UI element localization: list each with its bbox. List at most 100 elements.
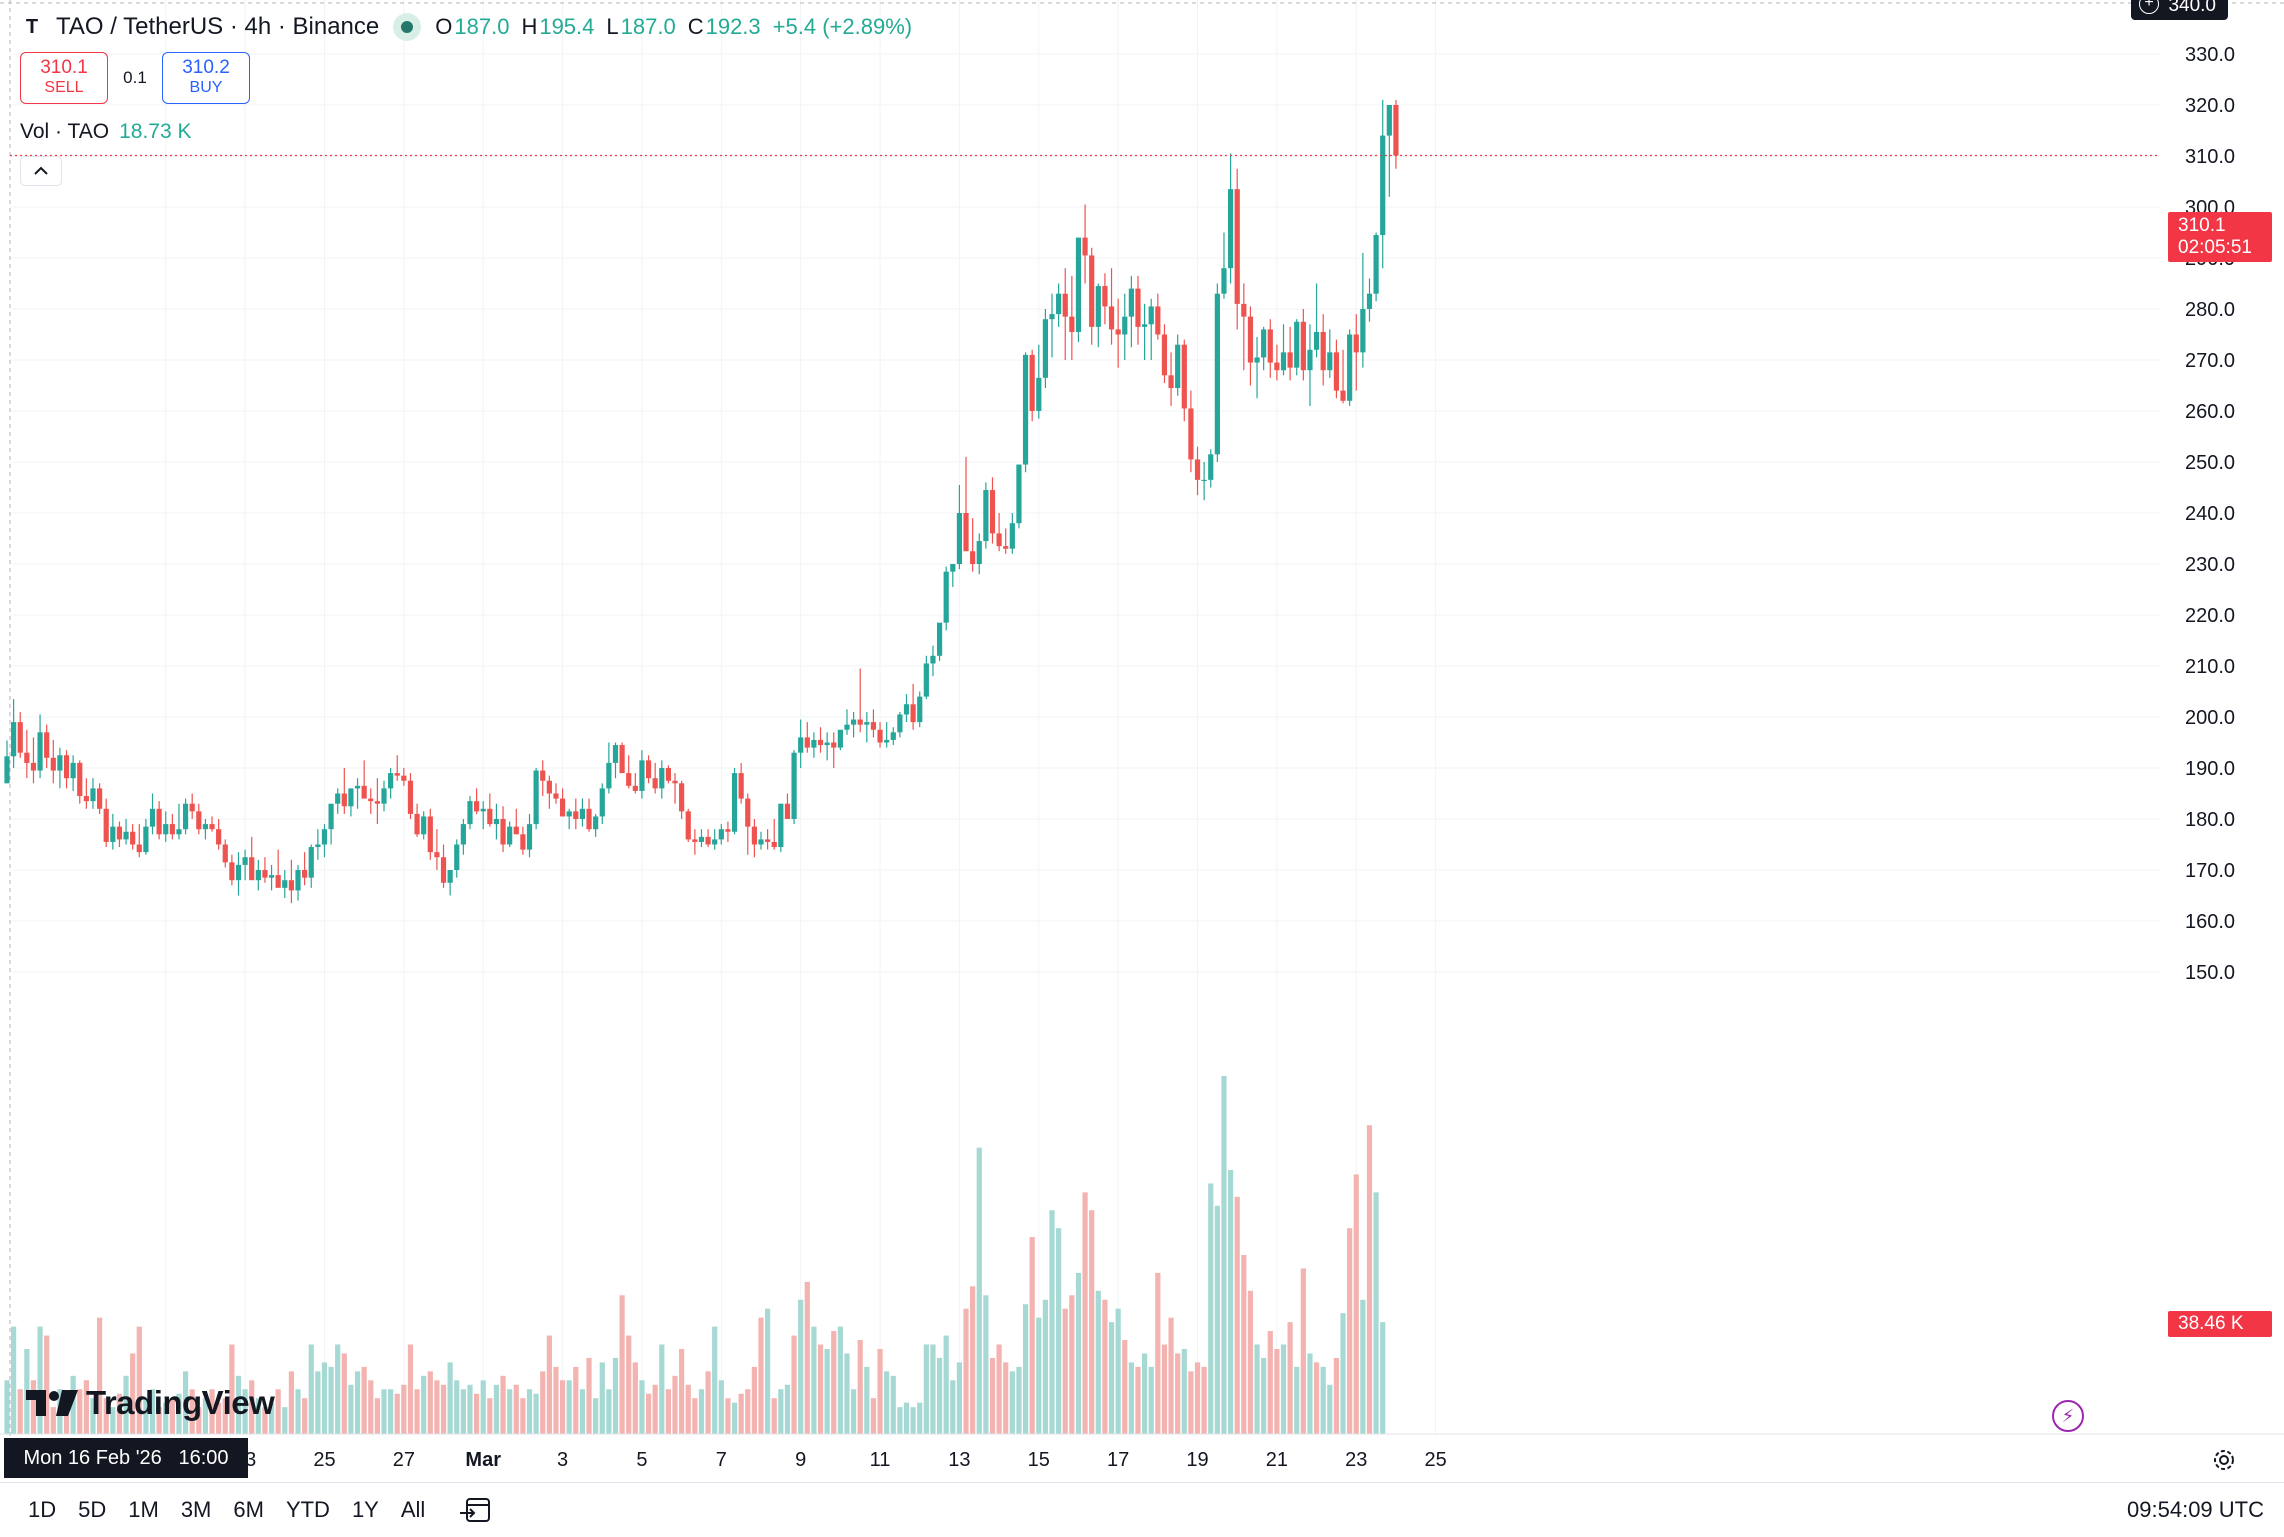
candle-body (513, 826, 519, 835)
volume-bar (1333, 1357, 1340, 1434)
volume-bar (1009, 1371, 1015, 1434)
volume-bar (50, 1407, 56, 1434)
settings-gear-icon[interactable] (2210, 1446, 2238, 1474)
volume-bar (573, 1366, 579, 1434)
candle-body (1115, 329, 1121, 335)
volume-bar (255, 1398, 261, 1434)
candle-body (156, 808, 162, 835)
candle-body (189, 803, 195, 812)
range-6m[interactable]: 6M (233, 1497, 264, 1522)
volume-bar (718, 1380, 724, 1434)
price-tick-label: 150.0 (2185, 962, 2235, 984)
volume-bar (811, 1326, 817, 1434)
candle-body (1188, 408, 1194, 460)
time-tick-label: Mar (465, 1449, 501, 1471)
volume-bar (1115, 1308, 1121, 1434)
candle-body (222, 844, 228, 863)
open-value: 187.0 (454, 14, 510, 39)
volume-bar (1327, 1384, 1333, 1434)
candle-body (1049, 314, 1055, 320)
candle-body (321, 829, 328, 845)
range-5d[interactable]: 5D (78, 1497, 107, 1522)
high-label: H (521, 14, 538, 39)
lightning-icon[interactable]: ⚡ (2052, 1400, 2084, 1432)
candle-body (1161, 334, 1168, 376)
volume-bar (1056, 1228, 1062, 1434)
volume-bar (348, 1384, 354, 1434)
market-status-icon[interactable] (393, 13, 422, 41)
candle-body (943, 571, 949, 623)
volume-bar (110, 1407, 116, 1434)
price-tick-label: 250.0 (2185, 452, 2235, 474)
trade-panel: 310.1 SELL 0.1 310.2 BUY (20, 52, 250, 104)
range-ytd[interactable]: YTD (285, 1497, 330, 1522)
volume-bar (77, 1389, 83, 1434)
volume-bar (1274, 1348, 1280, 1434)
candle-body (1227, 189, 1234, 269)
add-plus-icon[interactable]: + (2139, 0, 2159, 14)
volume-bar (493, 1384, 500, 1434)
candle-body (1294, 321, 1300, 368)
candle-body (288, 880, 295, 891)
range-3m[interactable]: 3M (180, 1497, 212, 1522)
volume-bar (1208, 1183, 1214, 1434)
candle-body (328, 803, 334, 830)
tradingview-logo[interactable]: TradingView (24, 1384, 275, 1422)
utc-clock[interactable]: 09:54:09 UTC (2127, 1497, 2264, 1522)
volume-bar (103, 1398, 109, 1434)
volume-bar (1029, 1237, 1035, 1434)
sell-button[interactable]: 310.1 SELL (20, 52, 108, 104)
volume-bar (983, 1295, 989, 1434)
volume-bar (910, 1407, 916, 1434)
symbol-title[interactable]: TAO / TetherUS · 4h · Binance (56, 13, 380, 40)
volume-bar (1122, 1340, 1128, 1434)
volume-bar (659, 1344, 665, 1434)
candle-body (90, 788, 96, 802)
candle-body (1168, 375, 1174, 389)
collapse-chevron-icon (34, 166, 48, 175)
price-tick-label: 160.0 (2185, 911, 2235, 933)
candle-body (44, 732, 50, 758)
volume-bar (930, 1344, 936, 1434)
volume-bar (685, 1384, 691, 1434)
range-1y[interactable]: 1Y (351, 1497, 379, 1522)
buy-button[interactable]: 310.2 BUY (162, 52, 250, 104)
volume-bar (163, 1402, 169, 1434)
volume-legend[interactable]: Vol · TAO 18.73 K (20, 120, 192, 144)
volume-bar (11, 1326, 17, 1434)
candle-body (923, 663, 929, 697)
volume-bar (328, 1366, 334, 1434)
volume-bar (1247, 1290, 1254, 1434)
volume-bar (262, 1407, 268, 1434)
top-price-tag[interactable]: + 340.0 (2131, 0, 2228, 20)
volume-bar (1188, 1371, 1194, 1434)
volume-bar (361, 1366, 367, 1434)
candle-body (1393, 105, 1399, 156)
candle-body (1287, 352, 1293, 368)
candle-body (917, 696, 923, 723)
candle-body (1095, 286, 1101, 327)
goto-date-icon[interactable] (458, 1495, 492, 1525)
volume-bar (857, 1340, 863, 1434)
time-tick-label: 27 (393, 1449, 415, 1471)
volume-bar (831, 1331, 837, 1434)
candle-body (1366, 293, 1373, 309)
range-all[interactable]: All (400, 1497, 426, 1522)
candle-body (884, 739, 890, 743)
candle-body (1307, 349, 1313, 371)
volume-bar (870, 1398, 877, 1434)
candle-body (566, 811, 572, 817)
range-1d[interactable]: 1D (28, 1497, 57, 1522)
volume-bar (738, 1393, 744, 1434)
candle-body (1009, 523, 1015, 549)
volume-bar (1267, 1331, 1273, 1434)
price-tick-label: 240.0 (2185, 503, 2235, 525)
volume-bar (758, 1317, 764, 1434)
range-1m[interactable]: 1M (128, 1497, 159, 1522)
candle-body (745, 798, 751, 827)
candle-body (1353, 334, 1359, 353)
volume-bar (249, 1380, 255, 1434)
volume-bar (1148, 1366, 1154, 1434)
collapse-legend-button[interactable] (20, 156, 62, 186)
